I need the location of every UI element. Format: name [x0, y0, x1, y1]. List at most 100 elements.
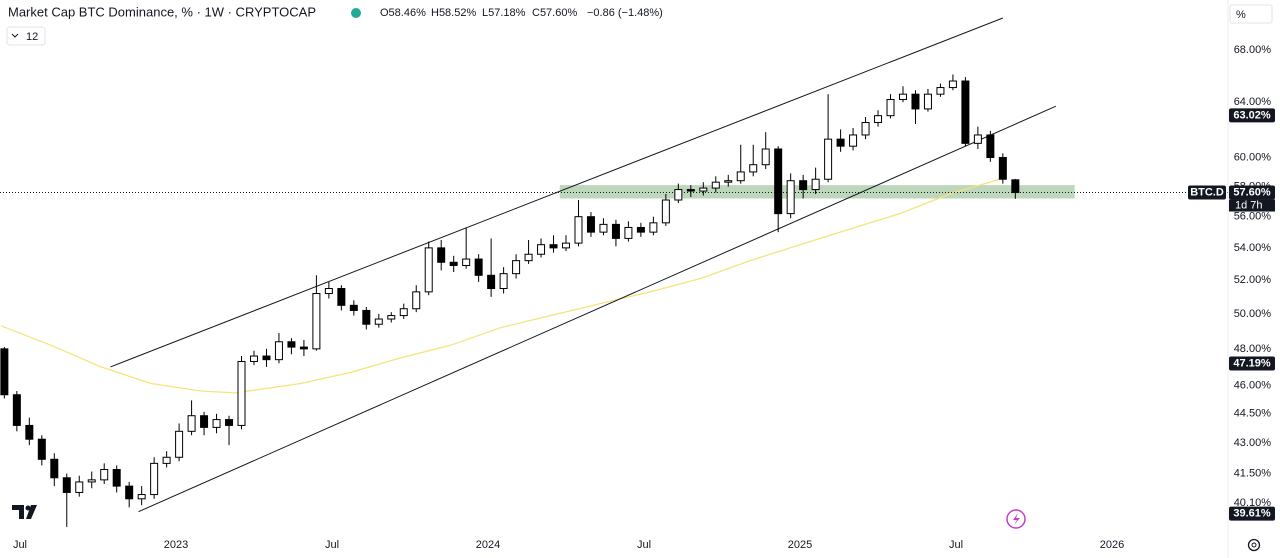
candle-body [649, 222, 658, 233]
candle-body [137, 494, 146, 500]
candle-body [799, 180, 808, 191]
candle-body [986, 134, 995, 159]
x-tick-label: Jul [13, 539, 27, 551]
axis-marker-label: 63.02% [1233, 109, 1271, 121]
candle-body [661, 199, 670, 224]
candle-body [948, 80, 957, 89]
y-tick-label: 52.00% [1234, 274, 1272, 286]
candle-body [225, 419, 234, 426]
ohlc-low: L57.18% [482, 7, 526, 19]
countdown-box [1229, 199, 1275, 212]
scale-button-label: % [1236, 9, 1246, 21]
candle-body [911, 93, 920, 110]
candle-body [0, 348, 9, 396]
candle-body [249, 355, 258, 362]
candle-body [736, 171, 745, 182]
y-tick-label: 64.00% [1234, 96, 1272, 108]
candle-body [611, 223, 620, 239]
candle-body [861, 122, 870, 136]
candle-body [349, 304, 358, 311]
candle-body [936, 87, 945, 95]
candle-body [75, 481, 84, 493]
y-tick-label: 54.00% [1234, 242, 1272, 254]
candle-body [686, 189, 695, 192]
candle-body [1011, 179, 1020, 194]
candle-body [262, 355, 271, 361]
candle-body [537, 244, 546, 255]
candle-body [749, 164, 758, 173]
y-tick-label: 41.50% [1234, 468, 1272, 480]
candle-body [549, 244, 558, 249]
candle-body [112, 469, 121, 487]
candle-body [187, 415, 196, 432]
candle-body [849, 134, 858, 147]
candle-body [761, 148, 770, 166]
candle-body [786, 180, 795, 215]
indicator-badge[interactable] [6, 26, 46, 46]
bolt-icon[interactable] [1006, 509, 1026, 529]
y-tick-label: 46.00% [1234, 379, 1272, 391]
candle-body [886, 99, 895, 117]
candle-body [624, 226, 633, 239]
candle-body [12, 394, 21, 426]
y-tick-label: 50.00% [1234, 308, 1272, 320]
candle-body [973, 134, 982, 144]
symbol-tag [1188, 185, 1226, 200]
chart-title[interactable]: Market Cap BTC Dominance, % · 1W · CRYPT… [8, 4, 316, 19]
candle-body [412, 291, 421, 310]
candle-body [724, 180, 733, 183]
candle-body [374, 318, 383, 325]
candle-body [200, 415, 209, 428]
candle-body [87, 479, 96, 483]
trend-line [138, 105, 1057, 513]
candle-body [162, 456, 171, 464]
candle-body [287, 341, 296, 348]
moving-average-line [1, 178, 1000, 394]
candle-body [62, 477, 71, 493]
x-tick-label: 2024 [476, 539, 500, 551]
ohlc-open: O58.46% [380, 7, 426, 19]
candle-body [599, 223, 608, 233]
candle-body [125, 485, 134, 500]
candle-body [299, 346, 308, 350]
x-tick-label: 2023 [164, 539, 188, 551]
axis-marker-label: 47.19% [1233, 357, 1271, 369]
candle-body [175, 430, 184, 458]
candle-body [25, 424, 34, 440]
badge-label: 12 [26, 31, 38, 43]
candle-body [774, 148, 783, 215]
candle-body [998, 157, 1007, 180]
x-tick-label: 2026 [1100, 539, 1124, 551]
candle-body [100, 469, 109, 481]
price-label: 57.60% [1233, 186, 1271, 198]
candle-body [836, 138, 845, 147]
candle-body [312, 293, 321, 350]
axis-marker-label-box [1229, 506, 1275, 521]
ohlc-high: H58.52% [431, 7, 476, 19]
x-tick-label: Jul [325, 539, 339, 551]
candle-body [237, 360, 246, 426]
candle-body [337, 288, 346, 306]
price-label-box [1229, 185, 1275, 200]
scale-button[interactable] [1229, 4, 1273, 24]
chevron-icon [11, 33, 19, 38]
trend-line [110, 17, 1004, 368]
candle-body [487, 274, 496, 290]
candle-body [449, 261, 458, 267]
candle-body [711, 181, 720, 189]
y-tick-label: 40.10% [1234, 497, 1272, 509]
candle-body [524, 253, 533, 262]
candle-body [499, 273, 508, 290]
symbol-tag-label: BTC.D [1190, 186, 1224, 198]
x-tick-label: Jul [949, 539, 963, 551]
candle-body [324, 288, 333, 295]
settings-icon[interactable] [1247, 538, 1261, 552]
candle-body [399, 308, 408, 317]
candle-body [923, 93, 932, 110]
candle-body [387, 315, 396, 320]
y-tick-label: 48.00% [1234, 343, 1272, 355]
x-tick-label: Jul [637, 539, 651, 551]
candle-body [274, 341, 283, 361]
candle-body [362, 309, 371, 325]
